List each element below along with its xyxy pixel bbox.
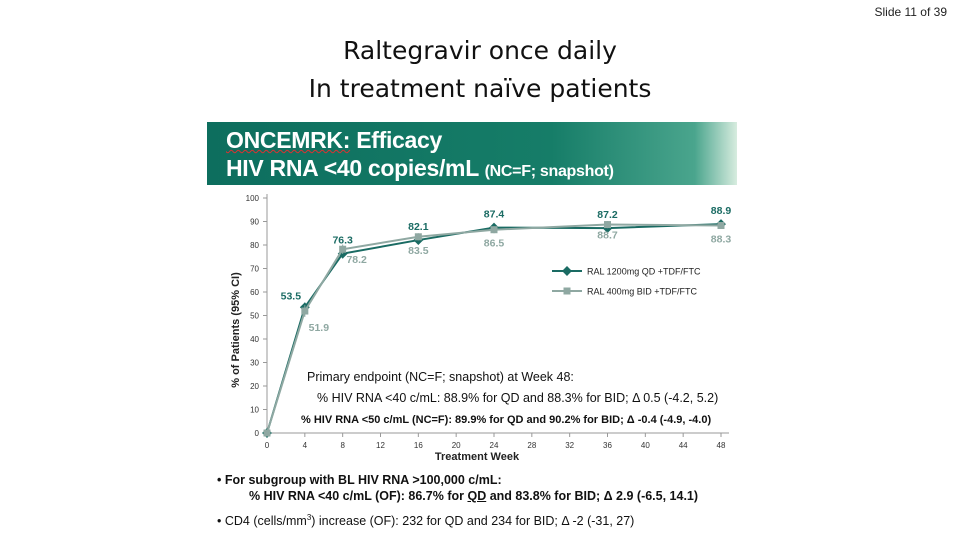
bullet-subgroup-line-2: % HIV RNA <40 c/mL (OF): 86.7% for QD an…: [249, 489, 699, 503]
y-tick-label: 40: [250, 335, 259, 344]
y-tick-label: 30: [250, 359, 259, 368]
banner-endpoint: HIV RNA <40 copies/mL: [226, 155, 479, 181]
slide-number: Slide 11 of 39: [874, 5, 948, 19]
data-label: 51.9: [309, 322, 330, 334]
data-point: [490, 226, 498, 234]
y-tick-label: 100: [246, 194, 260, 203]
y-axis-label: % of Patients (95% CI): [230, 272, 242, 388]
y-tick-label: 50: [250, 312, 259, 321]
y-tick-label: 20: [250, 382, 259, 391]
data-label: 86.5: [484, 238, 505, 250]
legend-label: RAL 1200mg QD +TDF/FTC: [587, 267, 701, 277]
figure-banner: ONCEMRK: Efficacy HIV RNA <40 copies/mL …: [207, 122, 737, 185]
x-tick-label: 44: [679, 441, 688, 450]
summary-bullets: • For subgroup with BL HIV RNA >100,000 …: [217, 472, 757, 529]
banner-subheading: HIV RNA <40 copies/mL (NC=F; snapshot): [226, 155, 614, 182]
y-tick-label: 0: [255, 429, 260, 438]
title-line-1: Raltegravir once daily: [343, 36, 617, 65]
data-point: [414, 233, 422, 241]
data-label: 87.4: [484, 209, 505, 221]
banner-study-name: ONCEMRK:: [226, 127, 351, 153]
x-tick-label: 16: [414, 441, 423, 450]
legend-marker: [563, 287, 571, 295]
x-tick-label: 32: [565, 441, 574, 450]
x-tick-label: 24: [490, 441, 499, 450]
bullet-cd4: • CD4 (cells/mm3) increase (OF): 232 for…: [217, 513, 635, 529]
data-label: 53.5: [281, 290, 302, 302]
bullet-subgroup: • For subgroup with BL HIV RNA >100,000 …: [217, 472, 757, 504]
data-label: 88.3: [711, 233, 732, 245]
x-tick-label: 4: [303, 441, 308, 450]
y-tick-label: 90: [250, 218, 259, 227]
data-point: [339, 245, 347, 253]
y-tick-label: 80: [250, 241, 259, 250]
x-tick-label: 40: [641, 441, 650, 450]
x-tick-label: 0: [265, 441, 270, 450]
legend-label: RAL 400mg BID +TDF/FTC: [587, 287, 697, 297]
title-line-2: In treatment naïve patients: [308, 74, 652, 103]
data-label: 76.3: [332, 235, 353, 247]
data-label: 83.5: [408, 245, 429, 257]
data-label: 87.2: [597, 209, 618, 221]
banner-heading: ONCEMRK: Efficacy: [226, 127, 442, 154]
annotation-line-3: % HIV RNA <50 c/mL (NC=F): 89.9% for QD …: [301, 414, 711, 426]
y-tick-label: 60: [250, 288, 259, 297]
y-tick-label: 10: [250, 406, 259, 415]
banner-method: (NC=F; snapshot): [484, 163, 614, 180]
annotation-line-1: Primary endpoint (NC=F; snapshot) at Wee…: [307, 370, 574, 384]
x-tick-label: 12: [376, 441, 385, 450]
data-label: 88.9: [711, 205, 732, 217]
data-point: [604, 221, 611, 229]
x-tick-label: 20: [452, 441, 461, 450]
y-tick-label: 70: [250, 265, 259, 274]
slide-title: Raltegravir once daily In treatment naïv…: [230, 32, 730, 108]
banner-efficacy: Efficacy: [356, 127, 443, 153]
x-tick-label: 8: [340, 441, 345, 450]
data-point: [301, 307, 309, 315]
x-tick-label: 36: [603, 441, 612, 450]
legend-marker: [562, 266, 572, 276]
bullet-subgroup-line-1: • For subgroup with BL HIV RNA >100,000 …: [217, 473, 502, 487]
data-point: [263, 429, 271, 437]
x-tick-label: 28: [527, 441, 536, 450]
data-label: 82.1: [408, 221, 429, 233]
data-label: 78.2: [346, 254, 367, 266]
data-point: [717, 221, 725, 229]
x-axis-label: Treatment Week: [435, 451, 520, 463]
x-tick-label: 48: [717, 441, 726, 450]
annotation-line-2: % HIV RNA <40 c/mL: 88.9% for QD and 88.…: [317, 391, 718, 405]
data-label: 88.7: [597, 230, 618, 242]
